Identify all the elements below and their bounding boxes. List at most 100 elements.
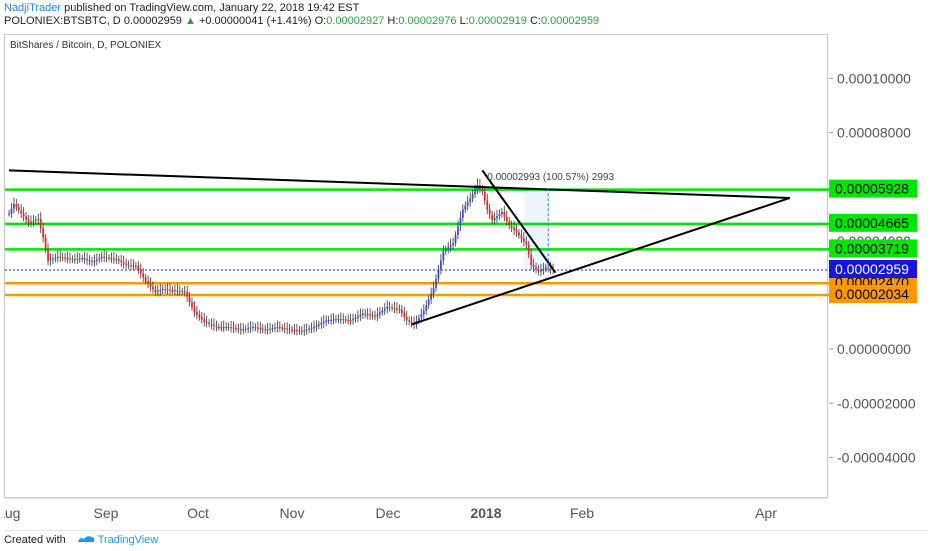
time-axis-svg: Aug Sep Oct Nov Dec 2018 Feb Apr (0, 497, 828, 521)
candle-body-73 (186, 291, 189, 297)
candle-body-222 (549, 268, 552, 270)
candle-body-118 (296, 330, 298, 332)
candle-body-108 (271, 328, 274, 330)
price-badge-label-0: 0.00005928 (835, 181, 909, 197)
candle-body-129 (322, 321, 325, 324)
candle-body-142 (354, 317, 357, 319)
candle-body-87 (220, 327, 223, 329)
candle-body-95 (239, 329, 242, 331)
candle-body-65 (166, 289, 169, 291)
candle-body-123 (308, 328, 311, 330)
open-value: 0.00002927 (326, 15, 385, 27)
price-axis-svg: 0.000100000.000080000.000060000.00004000… (829, 70, 917, 465)
candle-body-44 (115, 258, 118, 260)
tradingview-brand-link[interactable]: TradingView (97, 534, 159, 546)
candle-body-149 (371, 315, 374, 317)
candle-body-130 (325, 320, 328, 322)
candle-body-202 (500, 212, 503, 215)
candle-body-177 (439, 260, 442, 270)
candle-body-176 (437, 269, 440, 279)
candle-body-219 (542, 268, 545, 271)
candle-body-35 (93, 260, 96, 263)
candle-body-140 (349, 320, 352, 322)
candle-body-210 (520, 235, 523, 239)
candle-body-157 (391, 307, 393, 309)
candle-body-36 (95, 259, 98, 261)
candle-body-109 (274, 327, 276, 329)
measure-label: 0.00002993 (100.57%) 2993 (487, 172, 614, 183)
candle-body-28 (76, 258, 79, 260)
candle-body-13 (39, 218, 42, 229)
candle-body-43 (113, 258, 115, 260)
candle-body-163 (405, 316, 408, 321)
candle-body-220 (544, 267, 547, 269)
candle-body-75 (191, 302, 193, 308)
candle-body-9 (30, 221, 32, 223)
candle-body-15 (44, 237, 47, 250)
candle-body-209 (518, 232, 520, 236)
candle-body-33 (88, 260, 91, 262)
candle-body-137 (342, 319, 345, 321)
candle-body-182 (452, 243, 454, 246)
candle-body-170 (422, 310, 425, 315)
candle-body-66 (169, 289, 171, 291)
candle-body-180 (447, 247, 450, 250)
x-tick-label-1: Sep (94, 505, 119, 521)
candle-body-160 (398, 308, 401, 310)
candle-body-135 (337, 318, 340, 320)
candle-body-161 (400, 309, 403, 314)
candle-body-106 (266, 329, 269, 331)
candle-body-60 (154, 289, 157, 292)
price-badge-label-5: 0.00002959 (835, 261, 909, 277)
price-axis[interactable]: 0.000100000.000080000.000060000.00004000… (829, 34, 932, 498)
candle-body-7 (25, 216, 27, 220)
candle-body-82 (208, 322, 210, 324)
candle-body-16 (47, 249, 49, 261)
candle-body-138 (344, 319, 347, 321)
candle-body-38 (100, 256, 103, 259)
candle-body-52 (134, 265, 137, 267)
candle-body-214 (530, 254, 533, 265)
x-tick-label-3: Nov (280, 505, 305, 521)
candle-body-196 (486, 200, 489, 210)
candle-body-6 (22, 213, 25, 217)
chart-plot-area[interactable]: 0.00002993 (100.57%) 2993 (4, 34, 829, 498)
candle-body-143 (357, 316, 359, 318)
time-axis[interactable]: Aug Sep Oct Nov Dec 2018 Feb Apr (0, 497, 828, 528)
candle-body-213 (527, 244, 530, 255)
candle-body-184 (457, 226, 459, 235)
published-text: published on TradingView.com, January 22… (64, 2, 360, 14)
candle-body-195 (483, 191, 486, 201)
y-tick-label-7: -0.00004000 (837, 449, 916, 465)
candle-body-10 (32, 220, 35, 222)
candle-body-107 (269, 328, 271, 330)
candle-body-199 (493, 218, 496, 221)
candle-body-22 (61, 257, 64, 259)
candle-body-59 (152, 286, 154, 290)
candle-body-17 (49, 259, 52, 261)
candle-body-97 (244, 328, 247, 330)
price-badge-4 (829, 285, 917, 304)
high-label: H: (387, 15, 399, 27)
candle-body-102 (256, 327, 259, 329)
y-tick-label-1: 0.00008000 (837, 125, 911, 141)
candle-body-69 (176, 290, 179, 292)
candle-body-3 (15, 203, 18, 208)
candle-body-191 (474, 189, 476, 194)
candle-body-71 (181, 291, 184, 293)
candle-body-164 (408, 320, 411, 322)
candle-body-96 (242, 329, 245, 331)
measure-box (524, 188, 549, 270)
candle-body-147 (366, 314, 369, 316)
candle-body-203 (503, 212, 506, 217)
candle-body-85 (215, 326, 218, 328)
candle-body-194 (481, 188, 484, 192)
candle-body-57 (147, 281, 149, 284)
candle-body-117 (293, 330, 296, 332)
candle-body-158 (393, 307, 396, 309)
author-link[interactable]: NadjiTrader (4, 2, 62, 14)
candle-body-175 (435, 278, 437, 288)
change-value: +0.00000041 (+1.41%) (198, 15, 312, 27)
candle-body-218 (540, 270, 542, 272)
price-badge-0 (829, 179, 917, 198)
